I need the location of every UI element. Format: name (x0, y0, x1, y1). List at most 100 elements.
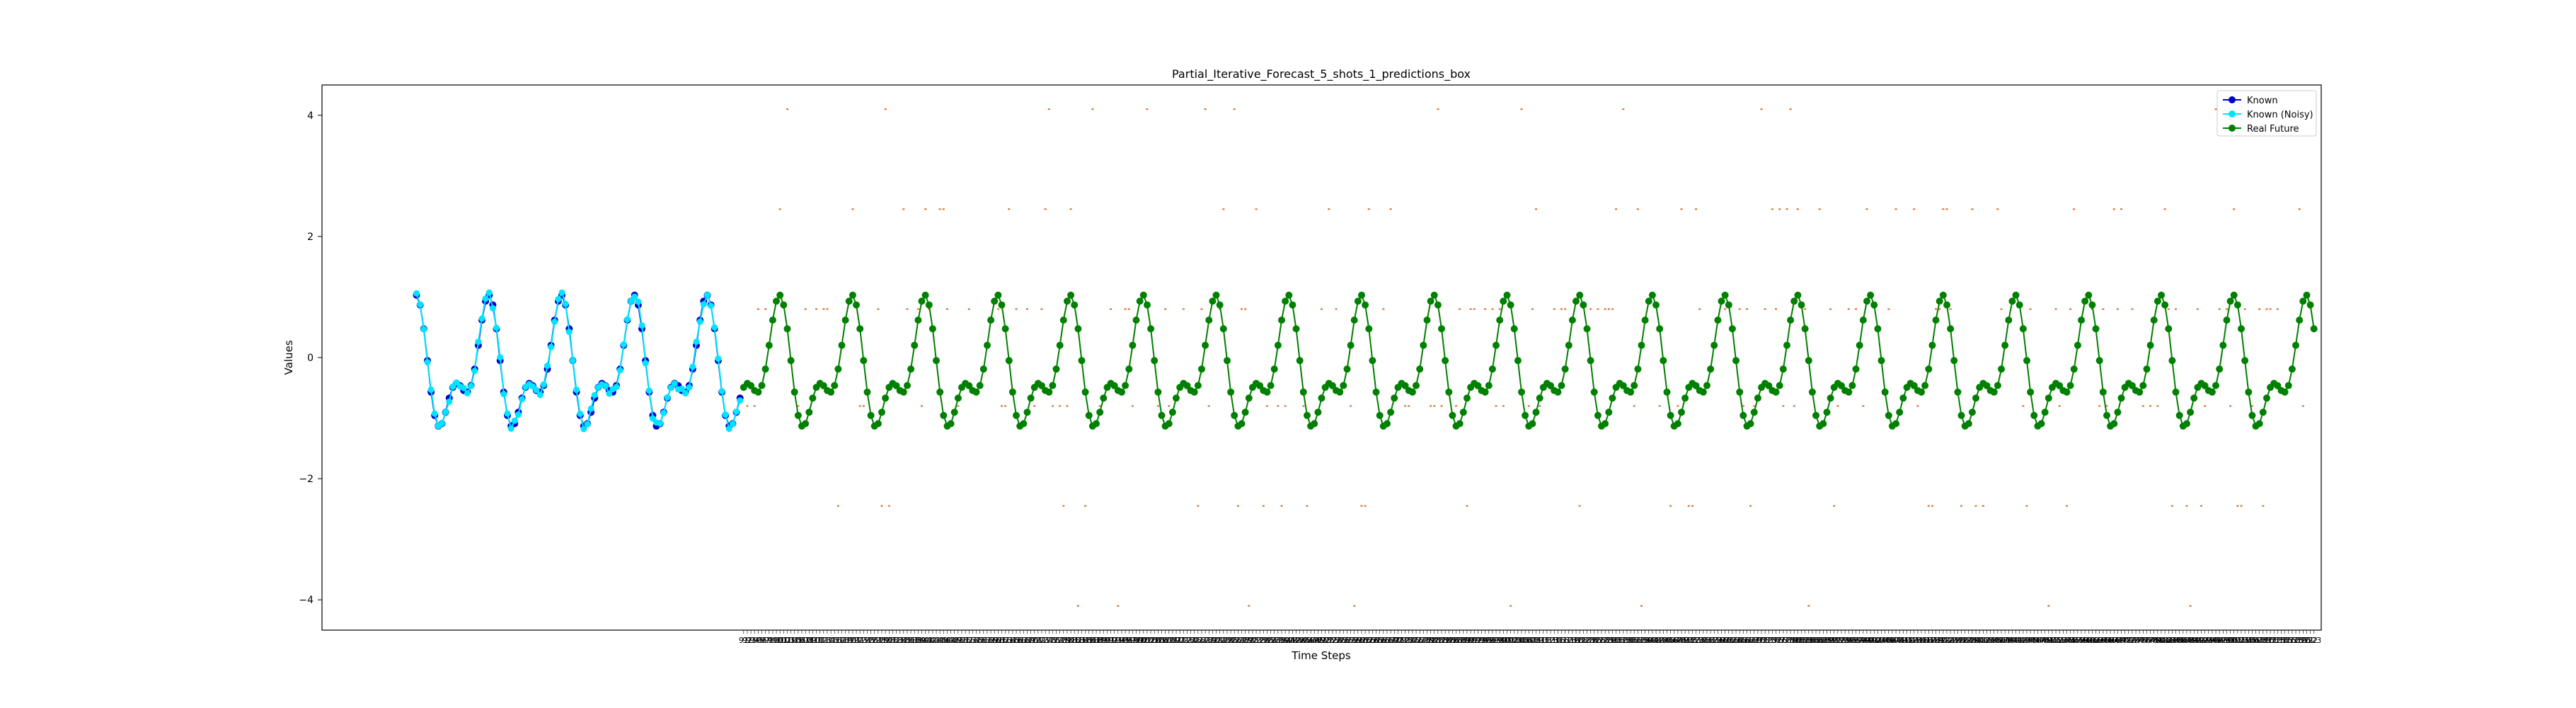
x-tick-label: 252 (1321, 636, 1336, 645)
x-tick-label: 184 (1074, 636, 1089, 645)
series-point-real-future (1699, 388, 1707, 396)
x-tick-label: 440 (2005, 636, 2020, 645)
x-tick-label: 423 (1943, 636, 1958, 645)
series-point-real-future (1965, 420, 1972, 428)
x-tick-label: 350 (1678, 636, 1693, 645)
x-tick-label: 390 (1823, 636, 1838, 645)
x-tick-label: 494 (2201, 636, 2216, 645)
series-point-real-future (2045, 394, 2052, 402)
x-tick-label: 245 (1296, 636, 1311, 645)
series-point-real-future (1387, 409, 1395, 416)
x-tick-label: 399 (1856, 636, 1870, 645)
x-tick-label: 473 (2124, 636, 2139, 645)
legend-label: Real Future (2247, 124, 2299, 135)
x-tick-label: 371 (1754, 636, 1769, 645)
series-point-real-future (2092, 325, 2100, 333)
series-point-real-future (1151, 357, 1158, 365)
series-point-known-noisy (725, 426, 732, 433)
series-point-real-future (1408, 388, 1416, 396)
series-point-real-future (1416, 365, 1424, 373)
series-point-real-future (2281, 388, 2289, 396)
x-tick-label: 467 (2103, 636, 2118, 645)
series-point-real-future (1314, 409, 1322, 416)
x-tick-label: 477 (2139, 636, 2154, 645)
x-tick-label: 485 (2168, 636, 2183, 645)
series-point-known-noisy (471, 367, 478, 375)
x-tick-label: 185 (1078, 636, 1093, 645)
series-point-known-noisy (420, 326, 427, 333)
x-tick-label: 351 (1681, 636, 1696, 645)
series-point-known-noisy (548, 343, 555, 350)
series-point-real-future (2001, 341, 2009, 349)
x-tick-label: 420 (1932, 636, 1947, 645)
series-point-real-future (2212, 382, 2219, 389)
series-point-real-future (1754, 394, 1761, 402)
series-point-real-future (809, 394, 817, 402)
x-tick-label: 146 (936, 636, 951, 645)
series-point-real-future (1292, 325, 1300, 333)
x-tick-label: 359 (1710, 636, 1725, 645)
series-point-real-future (1663, 388, 1671, 396)
x-tick-label: 266 (1372, 636, 1387, 645)
x-tick-label: 249 (1311, 636, 1326, 645)
x-tick-label: 297 (1485, 636, 1500, 645)
x-tick-label: 143 (925, 636, 940, 645)
series-point-real-future (1648, 291, 1656, 299)
x-tick-label: 294 (1474, 636, 1489, 645)
series-point-real-future (1285, 291, 1293, 299)
x-tick-label: 502 (2230, 636, 2245, 645)
series-point-real-future (1790, 297, 1798, 305)
x-tick-label: 171 (1027, 636, 1042, 645)
series-point-real-future (1859, 316, 1867, 324)
x-tick-label: 155 (969, 636, 984, 645)
series-point-real-future (2008, 297, 2016, 305)
x-tick-label: 500 (2223, 636, 2238, 645)
series-point-known-noisy (679, 385, 685, 392)
x-tick-label: 312 (1539, 636, 1554, 645)
x-tick-label: 112 (812, 636, 827, 645)
x-tick-label: 319 (1565, 636, 1580, 645)
x-tick-label: 519 (2292, 636, 2307, 645)
series-point-real-future (1474, 382, 1482, 389)
x-tick-label: 365 (1732, 636, 1747, 645)
series-point-known-noisy (536, 392, 544, 399)
x-tick-label: 197 (1122, 636, 1137, 645)
series-point-real-future (2041, 409, 2049, 416)
series-point-known-noisy (431, 410, 438, 417)
x-tick-label: 208 (1161, 636, 1176, 645)
x-tick-label: 357 (1703, 636, 1718, 645)
x-tick-label: 138 (907, 636, 922, 645)
x-tick-label: 175 (1042, 636, 1057, 645)
series-point-real-future (1605, 409, 1613, 416)
series-point-real-future (867, 411, 875, 419)
x-tick-label: 268 (1379, 636, 1394, 645)
series-point-real-future (1867, 291, 1875, 299)
x-tick-label: 373 (1761, 636, 1776, 645)
x-tick-label: 201 (1136, 636, 1151, 645)
x-tick-label: 507 (2248, 636, 2263, 645)
x-tick-label: 345 (1660, 636, 1674, 645)
x-tick-label: 486 (2172, 636, 2187, 645)
x-tick-label: 163 (998, 636, 1013, 645)
series-point-known-noisy (628, 297, 635, 304)
series-point-real-future (1823, 409, 1831, 416)
x-tick-label: 465 (2095, 636, 2110, 645)
series-point-real-future (1245, 394, 1253, 402)
x-tick-label: 115 (824, 636, 839, 645)
series-point-real-future (1772, 388, 1780, 396)
series-point-real-future (2296, 316, 2304, 324)
x-tick-label: 181 (1064, 636, 1079, 645)
series-point-real-future (1583, 325, 1591, 333)
series-point-real-future (1296, 357, 1304, 365)
series-point-real-future (2027, 388, 2035, 396)
x-tick-label: 229 (1238, 636, 1253, 645)
series-point-real-future (1372, 388, 1380, 396)
series-point-known-noisy (729, 421, 736, 428)
series-point-real-future (1692, 382, 1700, 389)
x-tick-label: 114 (820, 636, 834, 645)
x-tick-label: 255 (1333, 636, 1347, 645)
x-tick-label: 379 (1783, 636, 1798, 645)
x-tick-label: 291 (1464, 636, 1478, 645)
series-point-real-future (1158, 411, 1166, 419)
